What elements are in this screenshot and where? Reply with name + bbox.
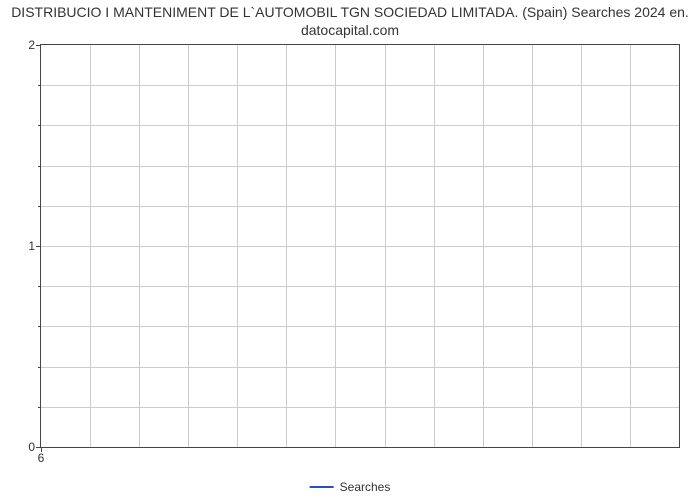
gridline-horizontal-minor [41,85,679,86]
title-line1: DISTRIBUCIO I MANTENIMENT DE L`AUTOMOBIL… [11,4,689,20]
gridline-horizontal [41,246,679,247]
legend-label: Searches [340,480,391,494]
ytick-mark [36,45,41,46]
ytick-mark-minor [38,286,41,287]
gridline-horizontal-minor [41,166,679,167]
ytick-mark-minor [38,125,41,126]
gridline-horizontal-minor [41,125,679,126]
ytick-mark [36,246,41,247]
title-line2: datocapital.com [301,22,399,38]
xtick-mark [41,447,42,452]
ytick-label: 1 [28,239,35,253]
ytick-mark-minor [38,206,41,207]
ytick-mark-minor [38,85,41,86]
ytick-mark-minor [38,367,41,368]
plot-wrap: 0126 [40,44,680,448]
chart-container: DISTRIBUCIO I MANTENIMENT DE L`AUTOMOBIL… [0,0,700,500]
ytick-label: 0 [28,440,35,454]
gridline-horizontal-minor [41,407,679,408]
plot-area: 0126 [40,44,680,448]
gridline-horizontal-minor [41,206,679,207]
chart-title: DISTRIBUCIO I MANTENIMENT DE L`AUTOMOBIL… [0,4,700,39]
gridline-horizontal-minor [41,286,679,287]
legend-line [310,486,334,488]
gridline-horizontal-minor [41,367,679,368]
ytick-mark-minor [38,326,41,327]
ytick-mark-minor [38,407,41,408]
xtick-label: 6 [38,451,45,465]
ytick-label: 2 [28,38,35,52]
gridline-horizontal-minor [41,326,679,327]
legend: Searches [310,480,391,494]
ytick-mark-minor [38,166,41,167]
